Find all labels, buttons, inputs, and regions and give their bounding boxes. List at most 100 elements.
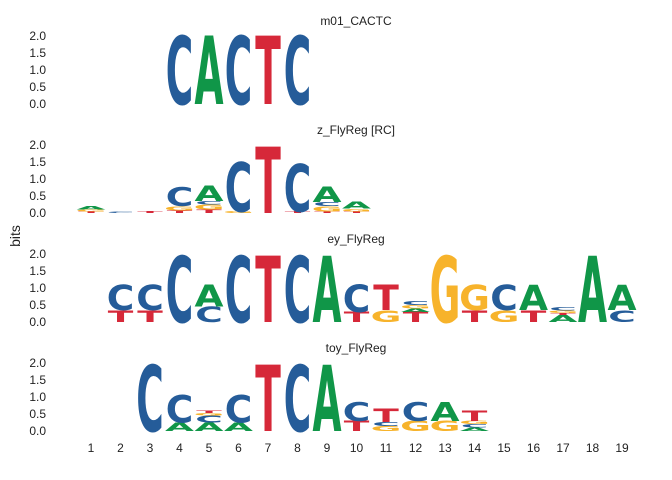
x-axis: 1 2 3 4 5 6 7 8 9 10 11 12 13 14 15 16 17 18 19 (88, 441, 629, 455)
logo-letter-t: T (167, 210, 194, 214)
logo-letter-t: T (137, 307, 163, 326)
logo-letter-t: T (550, 313, 576, 316)
logo-letter-c: C (402, 397, 430, 427)
logo-letter-g: G (371, 425, 402, 433)
logo-letter-c: C (225, 17, 253, 126)
logo-letter-t: T (344, 211, 370, 214)
logo-letter-a: A (548, 314, 577, 325)
logo-letter-c: C (549, 306, 577, 311)
logo-letter-c: C (402, 300, 430, 306)
x-tick-label: 18 (586, 441, 600, 455)
panel-title: m01_CACTC (320, 14, 392, 28)
logo-letter-c: C (166, 17, 194, 126)
y-tick-label: 0.5 (29, 407, 46, 421)
logo-letter-c: C (372, 421, 400, 427)
logo-letter-c: C (195, 200, 223, 205)
logo-letter-t: T (285, 211, 311, 214)
logo-letter-g: G (341, 208, 372, 212)
logo-letter-c: C (225, 238, 253, 344)
logo-letter-t: T (255, 17, 281, 126)
logo-letter-a: A (312, 183, 342, 207)
logo-letter-t: T (137, 210, 163, 213)
y-tick-label: 0.5 (29, 189, 46, 203)
logo-letter-a: A (76, 205, 105, 210)
logo-letter-g: G (430, 418, 461, 434)
logo-letter-t: T (373, 405, 400, 426)
logo-letter-t: T (373, 277, 399, 318)
logo-letter-t: T (196, 410, 223, 414)
logo-letter-t: T (403, 309, 429, 325)
logo-letter-a: A (460, 427, 489, 432)
x-tick-label: 17 (556, 441, 570, 455)
x-tick-label: 13 (438, 441, 452, 455)
logo-letter-t: T (108, 307, 134, 326)
panel-title: z_FlyReg [RC] (317, 123, 395, 137)
logo-letter-c: C (195, 414, 223, 425)
y-tick-label: 0.0 (29, 97, 46, 111)
logo-letter-g: G (194, 412, 225, 416)
logo-letter-c: C (284, 238, 312, 344)
logo-letter-c: C (490, 277, 518, 318)
logo-letter-c: C (343, 397, 371, 427)
logo-letter-c: C (343, 277, 371, 321)
y-tick-label: 1.0 (29, 172, 46, 186)
panel-title: toy_FlyReg (326, 341, 387, 355)
y-tick-label: 2.0 (29, 138, 46, 152)
logo-letter-t: T (462, 307, 488, 326)
x-tick-label: 10 (350, 441, 364, 455)
x-tick-label: 1 (88, 441, 95, 455)
logo-letter-g: G (548, 310, 579, 314)
x-tick-label: 7 (265, 441, 272, 455)
logo-letter-a: A (312, 347, 341, 453)
x-tick-label: 14 (468, 441, 482, 455)
y-tick-label: 0.5 (29, 80, 46, 94)
x-tick-label: 11 (380, 441, 393, 455)
y-tick-label: 0.0 (29, 206, 46, 220)
x-tick-label: 16 (527, 441, 541, 455)
logo-letter-a: A (607, 277, 636, 318)
logo-letter-c: C (166, 238, 194, 344)
logo-letter-g: G (400, 304, 431, 309)
y-tick-label: 1.5 (29, 155, 46, 169)
y-tick-label: 0.0 (29, 315, 46, 329)
logo-letter-c: C (136, 347, 164, 453)
logo-letter-c: C (461, 423, 489, 428)
logo-panel: m01_CACTC 0.0 0.5 1.0 1.5 2.0 C A C T C (29, 14, 392, 126)
logo-letter-c: C (313, 201, 341, 207)
logo-letter-c: C (136, 277, 164, 318)
logo-letter-c: C (284, 347, 312, 453)
logo-letter-c: C (195, 303, 223, 327)
y-axis-title: bits (7, 225, 23, 247)
logo-letter-c: C (107, 277, 135, 318)
logo-letter-g: G (459, 420, 490, 425)
logo-letter-c: C (284, 151, 312, 227)
logo-letter-g: G (430, 238, 461, 344)
logo-letter-c: C (166, 182, 194, 212)
logo-letter-t: T (255, 238, 281, 344)
y-tick-label: 1.5 (29, 373, 46, 387)
logo-letter-g: G (76, 209, 107, 212)
y-tick-label: 1.0 (29, 390, 46, 404)
logo-letter-a: A (312, 238, 341, 344)
y-tick-label: 1.0 (29, 63, 46, 77)
logo-letter-t: T (78, 211, 104, 214)
logo-letter-a: A (342, 200, 371, 211)
logo-letter-t: T (344, 309, 370, 325)
logo-letter-g: G (400, 418, 431, 434)
logo-letter-g: G (223, 211, 254, 214)
logo-letter-a: A (165, 420, 195, 434)
logo-letter-a: A (194, 17, 223, 126)
logo-letter-a: A (194, 420, 224, 434)
logo-letter-t: T (462, 408, 488, 424)
logo-letter-c: C (284, 17, 312, 126)
x-tick-label: 3 (147, 441, 154, 455)
x-tick-label: 2 (117, 441, 124, 455)
x-tick-label: 15 (497, 441, 511, 455)
x-tick-label: 4 (176, 441, 183, 455)
logo-letter-t: T (255, 129, 281, 235)
logo-letter-g: G (164, 205, 195, 211)
panel-title: ey_FlyReg (327, 232, 384, 246)
